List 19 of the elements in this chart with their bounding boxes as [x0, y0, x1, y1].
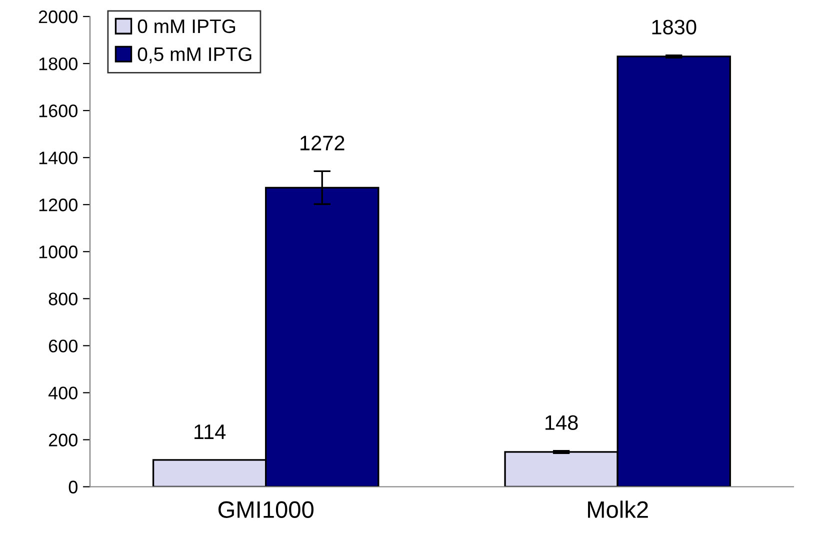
data-label: 1830 — [652, 20, 696, 35]
x-tick-label: Molk2 — [588, 500, 648, 518]
legend-label: 0 mM IPTG — [138, 19, 236, 34]
y-tick-label: 200 — [48, 434, 78, 446]
data-label: 148 — [546, 415, 578, 430]
y-tick-label: 1000 — [39, 246, 78, 258]
y-tick-label: 2000 — [38, 10, 78, 24]
y-tick-label: 1600 — [39, 104, 78, 118]
y-tick-label: 600 — [48, 340, 78, 352]
y-tick-label: 1200 — [39, 198, 78, 212]
x-tick-label: GMI1000 — [218, 501, 314, 518]
data-label: 1272 — [300, 136, 344, 150]
y-tick-label: 1400 — [39, 152, 78, 164]
data-label: 114 — [194, 424, 226, 439]
y-tick-label: 1800 — [39, 57, 78, 70]
y-tick-label: 0 — [68, 480, 78, 494]
legend-label: 0,5 mM IPTG — [138, 47, 252, 64]
y-tick-label: 800 — [48, 292, 78, 306]
y-tick-label: 400 — [48, 386, 78, 400]
